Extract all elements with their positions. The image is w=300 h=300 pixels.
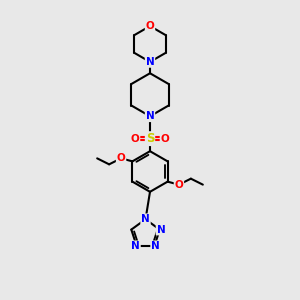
Text: N: N <box>141 214 150 224</box>
Text: N: N <box>131 241 140 251</box>
Text: O: O <box>160 134 169 144</box>
Text: O: O <box>117 153 125 164</box>
Text: N: N <box>146 111 154 121</box>
Text: N: N <box>157 225 165 235</box>
Text: O: O <box>175 180 183 190</box>
Text: O: O <box>131 134 140 144</box>
Text: S: S <box>146 132 154 145</box>
Text: N: N <box>151 241 160 251</box>
Text: N: N <box>146 57 154 67</box>
Text: O: O <box>146 21 154 31</box>
